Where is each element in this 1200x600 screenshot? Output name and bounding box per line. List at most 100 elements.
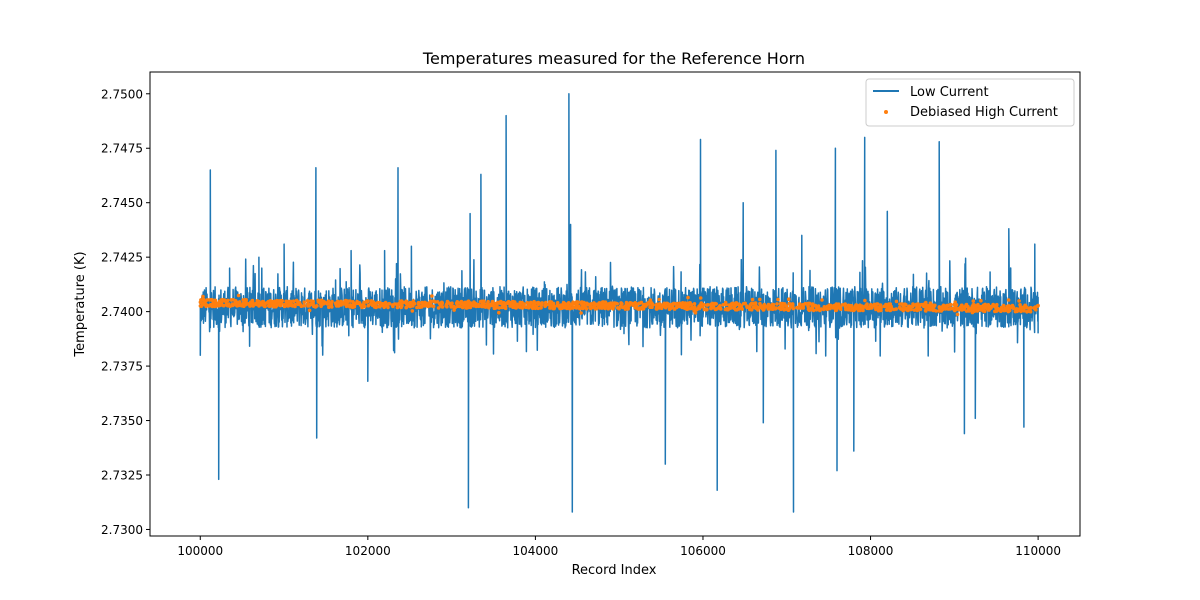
scatter-point-debiased-high-current (834, 303, 838, 307)
scatter-point-debiased-high-current (1034, 307, 1038, 312)
scatter-point-debiased-high-current (692, 302, 697, 306)
scatter-point-debiased-high-current (581, 303, 586, 308)
scatter-point-debiased-high-current (218, 303, 222, 308)
scatter-point-debiased-high-current (208, 303, 213, 307)
scatter-point-debiased-high-current (927, 307, 931, 312)
scatter-point-debiased-high-current (620, 305, 625, 310)
scatter-point-debiased-high-current (887, 306, 892, 311)
scatter-point-debiased-high-current (851, 306, 855, 310)
scatter-point-debiased-high-current (599, 305, 603, 309)
scatter-point-debiased-high-current (566, 301, 571, 306)
scatter-point-debiased-high-current (963, 305, 967, 309)
scatter-point-debiased-high-current (501, 302, 506, 306)
scatter-point-debiased-high-current (1025, 310, 1029, 314)
scatter-point-debiased-high-current (1028, 305, 1033, 310)
scatter-point-debiased-high-current (983, 309, 987, 314)
scatter-point-debiased-high-current (255, 299, 260, 303)
scatter-point-debiased-high-current (438, 303, 443, 307)
scatter-point-debiased-high-current (686, 295, 690, 300)
scatter-point-debiased-high-current (351, 300, 355, 304)
legend-entry-debiased-high-current: Debiased High Current (910, 105, 1058, 120)
y-tick-label: 2.7400 (101, 305, 143, 319)
scatter-point-debiased-high-current (839, 307, 843, 312)
scatter-point-debiased-high-current (377, 304, 381, 309)
scatter-point-debiased-high-current (1028, 309, 1033, 314)
scatter-point-debiased-high-current (594, 302, 599, 307)
scatter-point-debiased-high-current (579, 311, 583, 315)
scatter-point-debiased-high-current (971, 303, 975, 307)
scatter-point-debiased-high-current (510, 300, 514, 304)
x-tick-label: 100000 (177, 544, 223, 558)
scatter-point-debiased-high-current (526, 304, 531, 308)
y-tick-label: 2.7350 (101, 414, 143, 428)
scatter-point-debiased-high-current (787, 297, 791, 302)
scatter-point-debiased-high-current (884, 303, 888, 307)
scatter-point-debiased-high-current (758, 301, 762, 306)
scatter-point-debiased-high-current (751, 305, 756, 309)
scatter-point-debiased-high-current (419, 305, 424, 309)
scatter-point-debiased-high-current (529, 300, 533, 305)
scatter-point-debiased-high-current (943, 307, 948, 311)
scatter-point-debiased-high-current (369, 299, 374, 303)
scatter-point-debiased-high-current (758, 297, 762, 302)
scatter-point-debiased-high-current (436, 306, 441, 310)
scatter-point-debiased-high-current (776, 297, 780, 302)
scatter-point-debiased-high-current (894, 299, 899, 304)
scatter-point-debiased-high-current (201, 294, 205, 299)
scatter-point-debiased-high-current (619, 301, 623, 305)
scatter-point-debiased-high-current (362, 304, 367, 309)
scatter-point-debiased-high-current (473, 301, 478, 306)
scatter-point-debiased-high-current (825, 307, 830, 312)
scatter-point-debiased-high-current (525, 301, 530, 305)
scatter-point-debiased-high-current (288, 299, 293, 304)
scatter-point-debiased-high-current (334, 304, 339, 308)
scatter-point-debiased-high-current (730, 302, 735, 307)
scatter-point-debiased-high-current (580, 300, 584, 304)
scatter-point-debiased-high-current (505, 300, 510, 305)
scatter-point-debiased-high-current (667, 305, 672, 309)
scatter-point-debiased-high-current (948, 302, 953, 307)
scatter-point-debiased-high-current (967, 306, 971, 311)
scatter-point-debiased-high-current (648, 305, 652, 310)
chart-title: Temperatures measured for the Reference … (422, 49, 805, 68)
scatter-point-debiased-high-current (699, 303, 703, 308)
scatter-point-debiased-high-current (411, 302, 415, 307)
scatter-point-debiased-high-current (964, 309, 969, 313)
scatter-point-debiased-high-current (576, 300, 580, 305)
scatter-point-debiased-high-current (259, 300, 264, 305)
scatter-point-debiased-high-current (843, 302, 847, 306)
scatter-point-debiased-high-current (462, 302, 466, 307)
scatter-point-debiased-high-current (958, 305, 963, 310)
scatter-point-debiased-high-current (233, 302, 237, 306)
scatter-point-debiased-high-current (257, 304, 261, 308)
scatter-point-debiased-high-current (612, 301, 617, 305)
scatter-point-debiased-high-current (548, 306, 552, 310)
scatter-point-debiased-high-current (683, 305, 688, 310)
x-tick-label: 102000 (345, 544, 391, 558)
scatter-point-debiased-high-current (692, 305, 696, 310)
x-tick-label: 110000 (1015, 544, 1061, 558)
scatter-point-debiased-high-current (536, 300, 541, 305)
scatter-point-debiased-high-current (799, 306, 803, 310)
scatter-point-debiased-high-current (511, 303, 516, 307)
scatter-point-debiased-high-current (993, 309, 997, 314)
scatter-point-debiased-high-current (736, 302, 741, 307)
scatter-point-debiased-high-current (983, 302, 987, 307)
scatter-point-debiased-high-current (272, 304, 276, 309)
scatter-point-debiased-high-current (924, 309, 928, 313)
scatter-point-debiased-high-current (705, 307, 709, 312)
scatter-point-debiased-high-current (617, 306, 621, 311)
scatter-point-debiased-high-current (449, 305, 454, 309)
scatter-point-debiased-high-current (705, 303, 709, 307)
scatter-point-debiased-high-current (1001, 303, 1006, 308)
scatter-point-debiased-high-current (481, 304, 486, 308)
scatter-point-debiased-high-current (266, 303, 271, 308)
scatter-point-debiased-high-current (701, 303, 706, 308)
scatter-point-debiased-high-current (544, 300, 548, 305)
scatter-point-debiased-high-current (1003, 308, 1007, 313)
scatter-point-debiased-high-current (452, 308, 456, 312)
scatter-point-debiased-high-current (631, 301, 635, 306)
scatter-point-debiased-high-current (863, 298, 867, 303)
scatter-point-debiased-high-current (247, 302, 251, 306)
scatter-point-debiased-high-current (362, 301, 366, 306)
